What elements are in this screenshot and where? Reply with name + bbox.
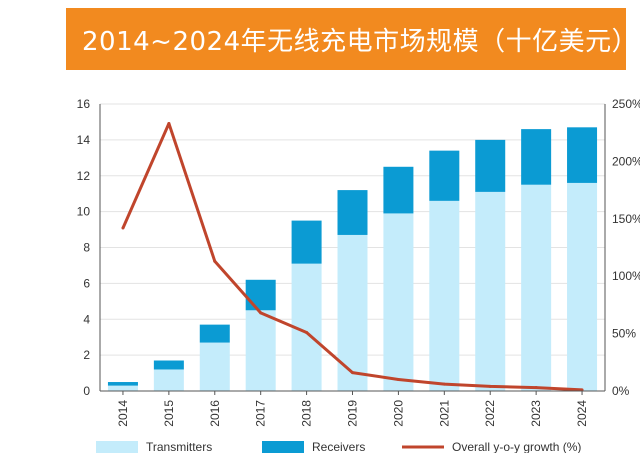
growth-point xyxy=(213,259,217,263)
legend-label-receivers: Receivers xyxy=(312,440,365,453)
x-tick-label: 2014 xyxy=(116,400,130,427)
chart-title: 2014~2024年无线充电市场规模（十亿美元） xyxy=(82,26,639,57)
axes: 0 2 4 6 8 10 12 14 16 0% 50% 100% 150% 200% 250% 2014 20… xyxy=(77,97,640,427)
bar-transmitters xyxy=(383,213,414,391)
bar-receivers xyxy=(245,279,276,311)
y-left-tick-label: 4 xyxy=(83,312,90,326)
y-left-tick-label: 2 xyxy=(83,348,90,362)
y-left-tick-label: 6 xyxy=(83,276,90,290)
bar-transmitters xyxy=(153,369,184,391)
bar-transmitters xyxy=(567,182,598,391)
bar-receivers xyxy=(521,129,552,185)
x-tick-label: 2021 xyxy=(437,400,451,427)
legend-label-transmitters: Transmitters xyxy=(146,440,212,453)
y-left-tick-label: 8 xyxy=(83,241,90,255)
legend-swatch-receivers xyxy=(262,441,304,453)
growth-point xyxy=(121,226,125,230)
x-tick-label: 2020 xyxy=(391,400,405,427)
growth-point xyxy=(259,311,263,315)
bar-receivers xyxy=(107,382,138,386)
bar-transmitters xyxy=(245,310,276,391)
bar-transmitters xyxy=(107,385,138,391)
growth-point xyxy=(351,371,354,375)
x-tick-label: 2015 xyxy=(162,400,176,427)
bar-transmitters xyxy=(475,191,506,391)
bar-transmitters xyxy=(521,184,552,391)
bar-receivers xyxy=(429,150,460,201)
bar-transmitters xyxy=(199,342,230,391)
x-tick-label: 2018 xyxy=(300,400,314,427)
y-left-tick-label: 12 xyxy=(77,169,91,183)
y-left-tick-label: 14 xyxy=(77,133,91,147)
legend-label-growth: Overall y-o-y growth (%) xyxy=(452,440,581,453)
growth-point xyxy=(396,378,400,382)
bar-series xyxy=(107,127,598,391)
growth-point xyxy=(442,382,446,386)
bar-transmitters xyxy=(429,200,460,391)
bar-receivers xyxy=(291,220,322,264)
y-left-tick-label: 0 xyxy=(83,384,90,398)
growth-point xyxy=(305,330,309,334)
growth-point xyxy=(167,122,171,126)
bar-receivers xyxy=(567,127,598,183)
bar-transmitters xyxy=(337,234,368,391)
y-right-tick-label: 0% xyxy=(612,384,630,398)
x-tick-label: 2019 xyxy=(346,400,360,427)
x-tick-label: 2024 xyxy=(575,400,589,427)
x-tick-label: 2022 xyxy=(483,400,497,427)
title-banner: 2014~2024年无线充电市场规模（十亿美元） xyxy=(66,8,638,70)
y-right-tick-label: 200% xyxy=(612,154,640,168)
bar-receivers xyxy=(383,166,414,214)
legend: Transmitters Receivers Overall y-o-y growt… xyxy=(96,440,581,453)
x-tick-label: 2023 xyxy=(529,400,543,427)
growth-line-series xyxy=(121,122,584,392)
bar-receivers xyxy=(153,360,184,370)
y-right-tick-label: 250% xyxy=(612,97,640,111)
growth-point xyxy=(488,384,492,388)
y-left-tick-label: 16 xyxy=(77,97,91,111)
bar-receivers xyxy=(199,324,230,343)
x-tick-label: 2017 xyxy=(254,400,268,427)
y-right-tick-label: 100% xyxy=(612,269,640,283)
growth-point xyxy=(534,386,538,390)
bar-receivers xyxy=(475,139,506,192)
y-right-tick-label: 150% xyxy=(612,212,640,226)
x-tick-label: 2016 xyxy=(208,400,222,427)
y-right-tick-label: 50% xyxy=(612,327,636,341)
bar-receivers xyxy=(337,190,368,235)
legend-swatch-transmitters xyxy=(96,441,138,453)
y-left-tick-label: 10 xyxy=(77,205,91,219)
